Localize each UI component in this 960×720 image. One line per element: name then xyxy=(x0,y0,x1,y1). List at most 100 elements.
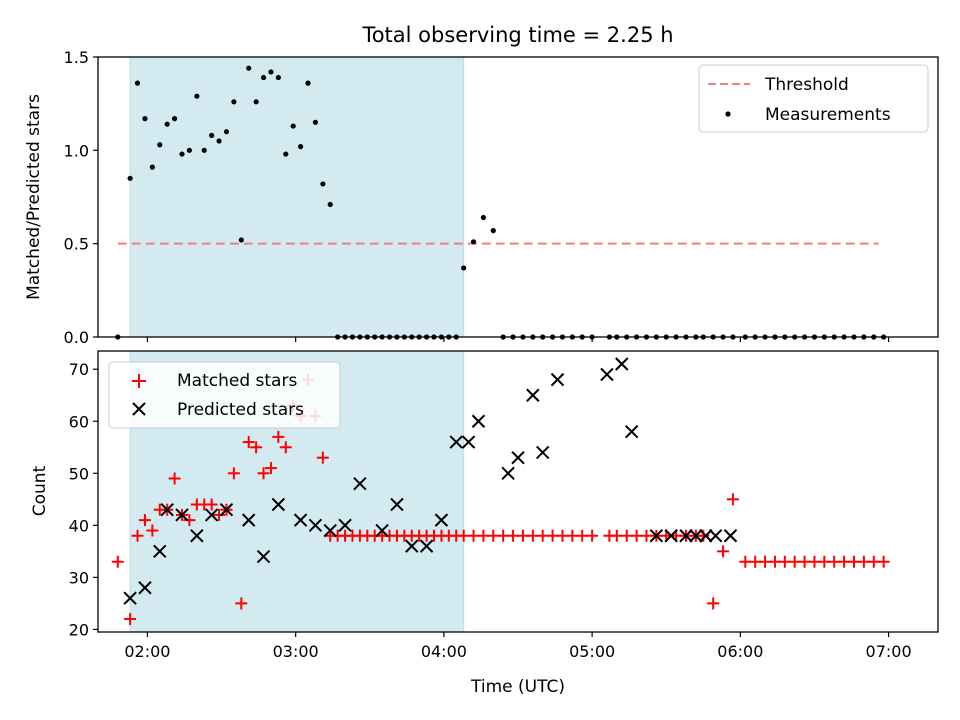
measurement-point xyxy=(260,74,267,81)
predicted-stars-point xyxy=(615,357,629,371)
predicted-stars-point xyxy=(271,497,286,512)
x-tick-label: 06:00 xyxy=(717,642,763,661)
measurement-point xyxy=(201,147,207,153)
measurement-point xyxy=(268,69,274,75)
predicted-stars-point xyxy=(405,539,419,553)
legend-measurements-swatch xyxy=(725,111,731,117)
matched-stars-point xyxy=(726,493,739,506)
measurement-point xyxy=(238,237,244,243)
predicted-stars-point xyxy=(434,513,449,527)
measurement-point xyxy=(320,181,326,187)
measurement-point xyxy=(142,116,148,122)
predicted-stars-point xyxy=(550,372,565,387)
measurement-point xyxy=(312,119,319,125)
top-ylabel: Matched/Predicted stars xyxy=(24,94,44,300)
matched-stars-point xyxy=(586,529,599,542)
legend-matched-label: Matched stars xyxy=(177,371,297,391)
measurement-point xyxy=(490,228,496,234)
predicted-stars-point xyxy=(679,529,693,543)
predicted-stars-point xyxy=(375,523,389,538)
matched-stars-point xyxy=(168,472,181,485)
predicted-stars-point xyxy=(461,435,476,449)
predicted-stars-point xyxy=(204,508,219,522)
measurement-point xyxy=(157,142,163,148)
measurement-point xyxy=(253,99,259,105)
predicted-stars-point xyxy=(138,581,152,595)
bottom-panel: 20 30 40 50 60 70 02:00 03:00 04:00 05:00 06:00 07… xyxy=(30,350,939,697)
measurement-point xyxy=(194,93,200,99)
y-tick-label: 60 xyxy=(69,412,89,431)
measurement-point xyxy=(186,147,193,153)
legend-predicted-swatch xyxy=(132,402,146,416)
predicted-stars-point xyxy=(501,466,515,480)
measurement-point xyxy=(179,151,185,157)
measurement-point xyxy=(275,74,281,81)
measurement-point xyxy=(223,129,230,135)
matched-stars-point xyxy=(146,524,159,537)
y-tick-label: 20 xyxy=(69,620,89,639)
predicted-stars-point xyxy=(699,529,713,543)
predicted-stars-point xyxy=(256,549,271,564)
y-tick-label: 30 xyxy=(69,568,89,587)
matched-stars-point xyxy=(131,529,144,542)
y-tick-label: 40 xyxy=(69,516,89,535)
x-tick-label: 05:00 xyxy=(569,642,615,661)
top-shaded-region xyxy=(129,56,465,338)
matched-stars-point xyxy=(138,514,151,527)
matched-stars-point xyxy=(124,612,137,625)
predicted-stars-point xyxy=(708,529,723,543)
matched-stars-point xyxy=(264,462,277,475)
predicted-stars-point xyxy=(535,445,550,460)
predicted-stars-point xyxy=(649,529,664,543)
top-legend-box xyxy=(698,64,929,133)
y-tick-label: 50 xyxy=(69,464,89,483)
measurement-point xyxy=(470,239,477,245)
measurement-point xyxy=(127,175,133,181)
measurement-point xyxy=(149,164,155,170)
predicted-stars-point xyxy=(471,414,486,428)
top-plot-frame xyxy=(97,56,939,338)
predicted-stars-point xyxy=(664,529,678,543)
top-legend: Threshold Measurements xyxy=(698,64,929,133)
predicted-stars-point xyxy=(190,529,204,543)
measurement-point xyxy=(134,80,141,86)
predicted-stars-point xyxy=(308,518,323,533)
legend-measurements-label: Measurements xyxy=(765,105,891,125)
predicted-stars-point xyxy=(338,518,352,533)
measurement-point xyxy=(164,121,170,127)
bottom-ylabel: Count xyxy=(30,465,50,516)
matched-stars-point xyxy=(316,451,329,464)
matched-stars-point xyxy=(257,467,270,480)
y-tick-label: 0.0 xyxy=(64,328,89,347)
predicted-stars-point xyxy=(390,497,404,512)
top-panel: 0.0 0.5 1.0 1.5 Matched/Predicted stars Thr… xyxy=(24,48,939,347)
predicted-stars-point xyxy=(353,476,367,491)
y-tick-label: 1.0 xyxy=(64,141,89,160)
x-tick-label: 07:00 xyxy=(866,642,912,661)
predicted-stars-point xyxy=(449,435,463,449)
measurement-point xyxy=(480,214,487,221)
predicted-stars-point xyxy=(219,503,234,517)
x-tick-label: 04:00 xyxy=(421,642,467,661)
predicted-stars-point xyxy=(153,544,167,559)
x-tick-label: 03:00 xyxy=(273,642,319,661)
measurement-point xyxy=(327,201,333,208)
predicted-stars-point xyxy=(689,529,703,543)
bottom-legend: Matched stars Predicted stars xyxy=(108,361,341,429)
matched-stars-point xyxy=(205,498,218,511)
predicted-stars-point xyxy=(160,503,174,517)
measurement-point xyxy=(231,99,237,105)
matched-stars-point xyxy=(717,545,730,558)
measurement-point xyxy=(305,80,311,86)
y-tick-label: 1.5 xyxy=(64,48,89,67)
predicted-stars-point xyxy=(723,529,738,543)
chart-title: Total observing time = 2.25 h xyxy=(361,23,673,47)
predicted-stars-point xyxy=(175,508,189,522)
measurement-point xyxy=(290,123,296,129)
measurement-point xyxy=(297,144,304,150)
bottom-legend-box xyxy=(108,361,341,429)
measurement-point xyxy=(209,132,215,138)
matched-stars-point xyxy=(213,508,226,521)
predicted-stars-point xyxy=(323,523,337,538)
